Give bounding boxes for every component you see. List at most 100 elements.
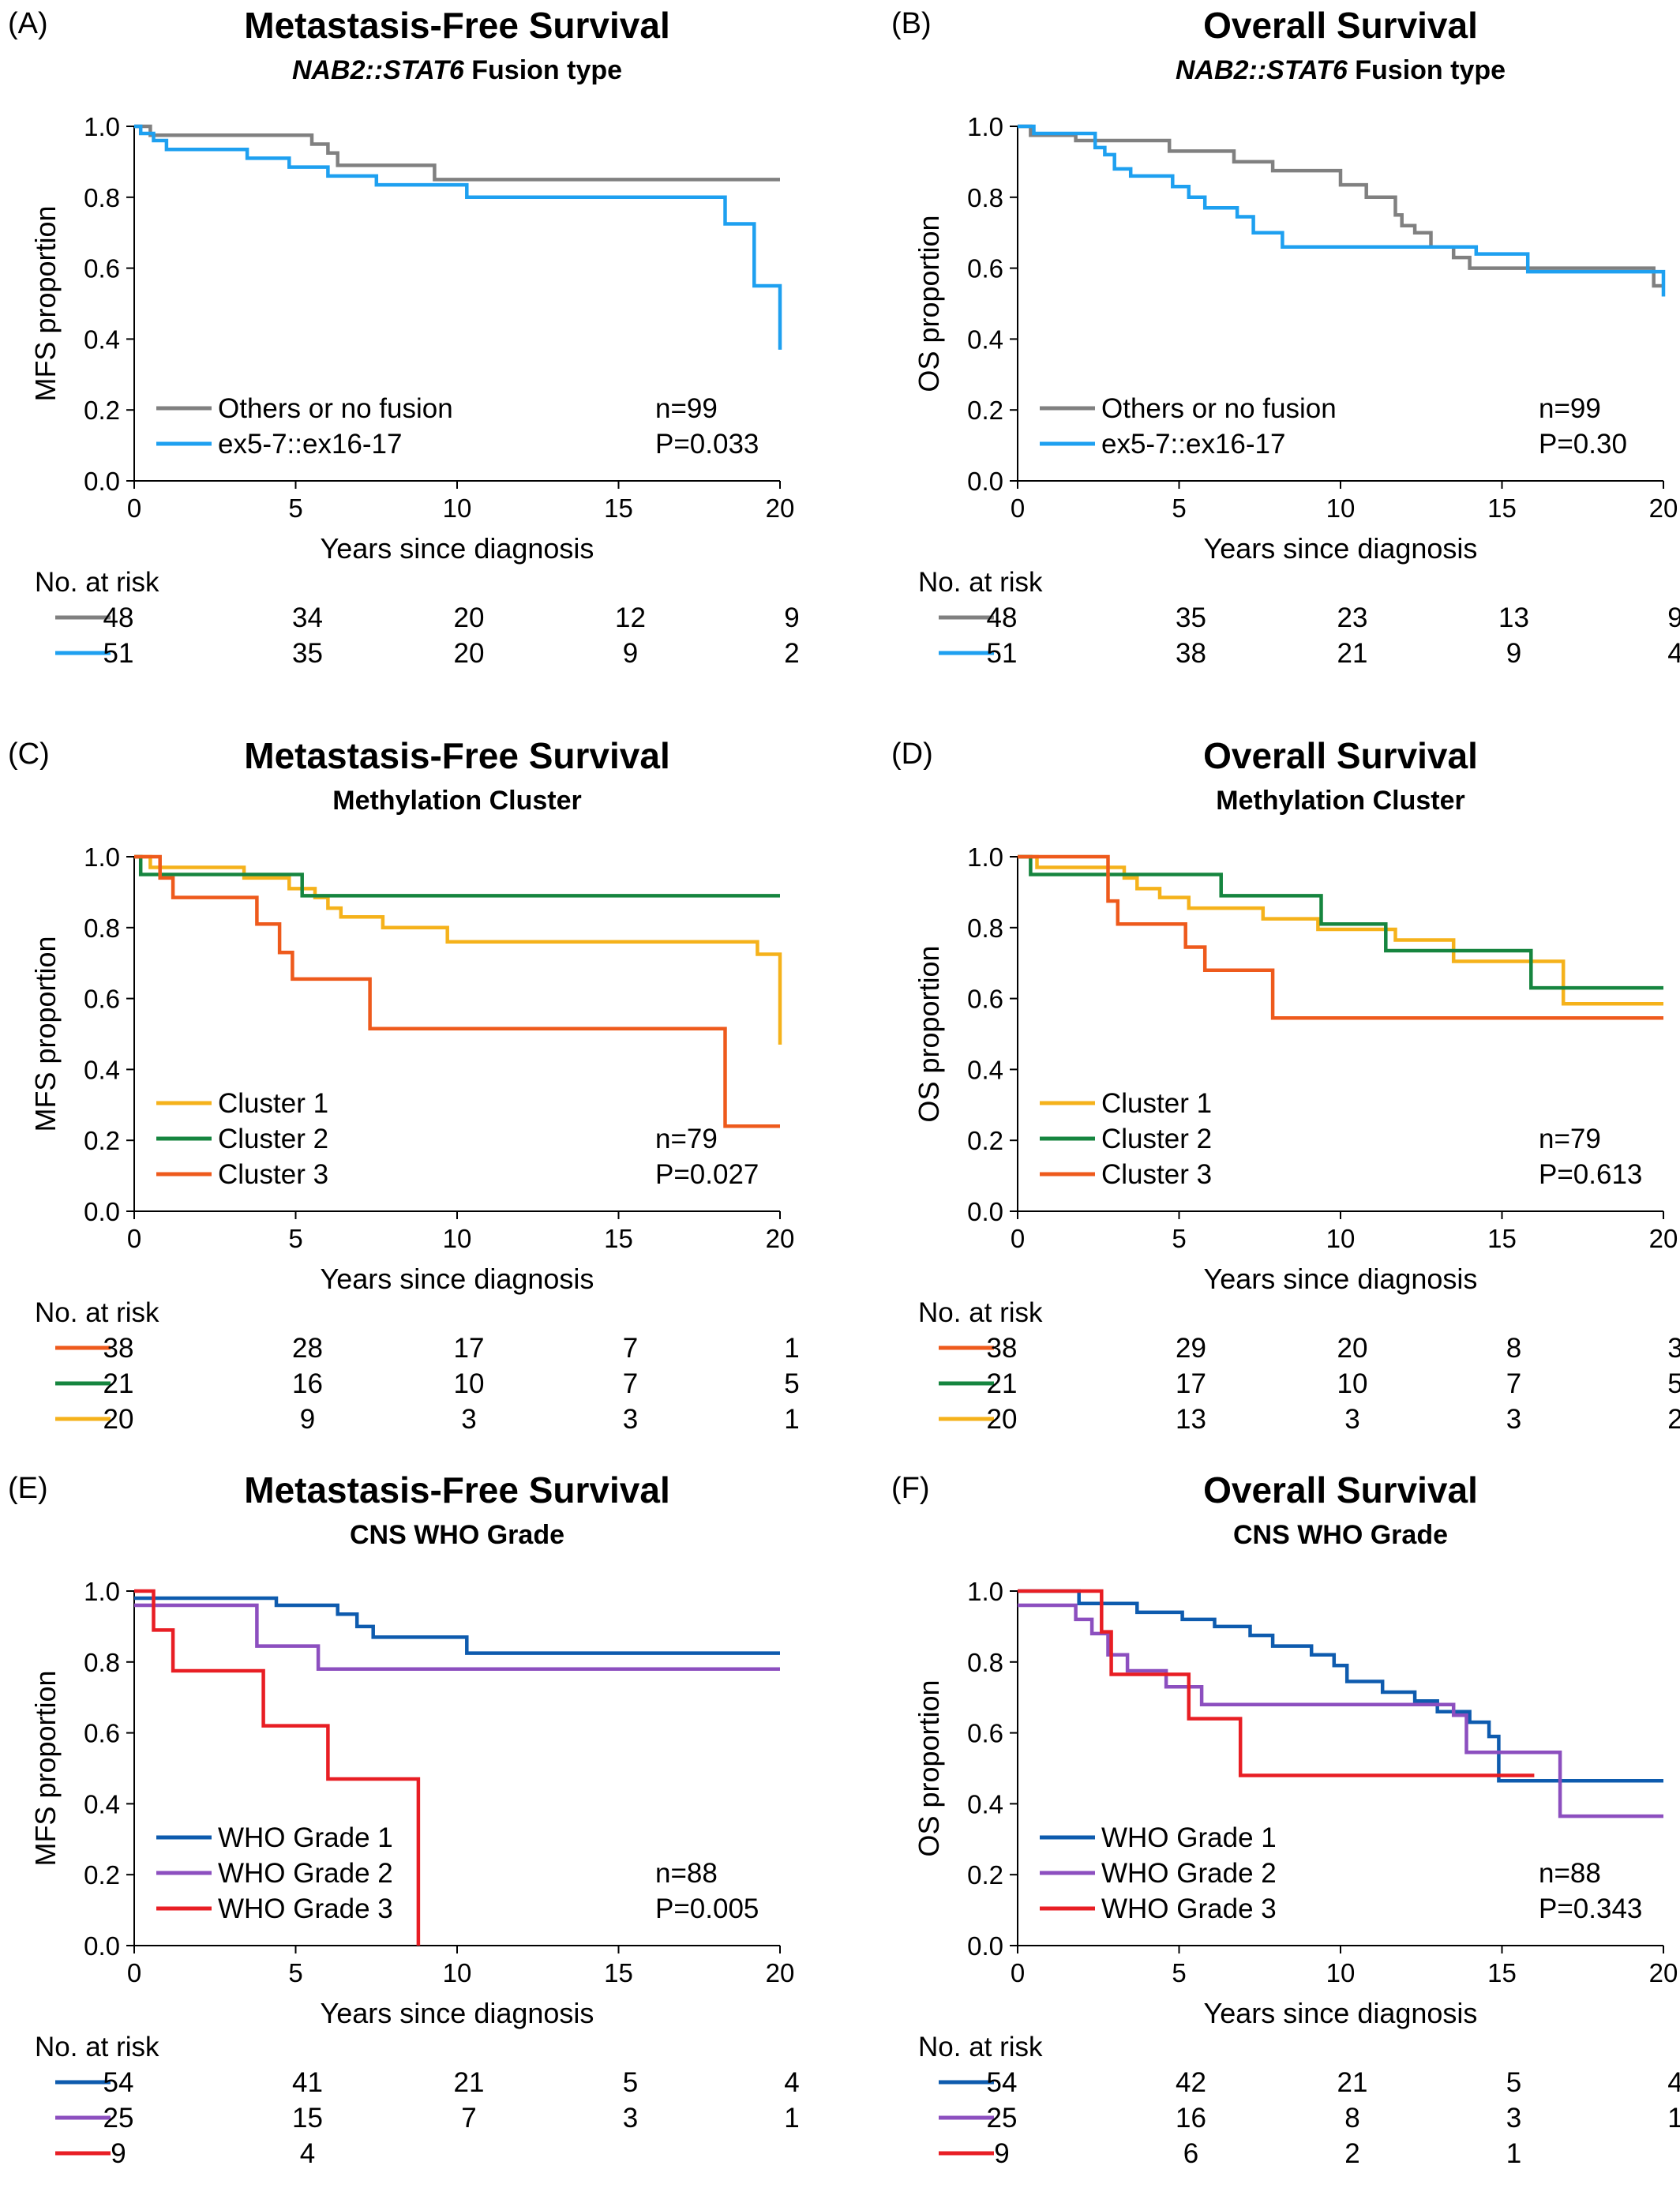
y-tick-label: 0.2 <box>84 1126 120 1155</box>
y-tick-label: 0.6 <box>967 254 1003 283</box>
y-tick-label: 0.8 <box>967 914 1003 943</box>
risk-count: 35 <box>1176 602 1206 633</box>
x-tick-label: 20 <box>1649 1958 1678 1987</box>
legend-label: Cluster 3 <box>218 1159 328 1190</box>
risk-table-title: No. at risk <box>918 567 1043 598</box>
km-panel: (F) Overall Survival CNS WHO Grade 0.0 0.2 0.… <box>891 1469 1680 2169</box>
risk-count: 9 <box>111 2138 126 2169</box>
risk-count: 9 <box>1667 602 1680 633</box>
y-tick-label: 0.6 <box>84 985 120 1014</box>
risk-count: 17 <box>454 1333 485 1364</box>
legend-label: Others or no fusion <box>218 393 453 424</box>
risk-count: 7 <box>1506 1368 1521 1399</box>
risk-count: 21 <box>103 1368 134 1399</box>
km-curve-3 <box>1018 1589 1535 1777</box>
legend-label: WHO Grade 3 <box>1101 1893 1277 1924</box>
chart-subtitle-text: Fusion type <box>464 55 622 85</box>
y-tick-label: 0.2 <box>84 1860 120 1890</box>
risk-count: 25 <box>103 2103 134 2134</box>
risk-count: 3 <box>1506 2103 1521 2134</box>
risk-count: 13 <box>1498 602 1529 633</box>
legend-label: ex5-7::ex16-17 <box>218 429 402 460</box>
y-axis-label: MFS proportion <box>29 1670 62 1866</box>
risk-count: 10 <box>1337 1368 1368 1399</box>
x-tick-label: 10 <box>443 1958 472 1987</box>
y-tick-label: 0.0 <box>84 467 120 496</box>
chart-subtitle: NAB2::STAT6 Fusion type <box>292 55 622 85</box>
y-tick-label: 1.0 <box>967 843 1003 872</box>
risk-count: 28 <box>292 1333 323 1364</box>
risk-count: 29 <box>1176 1333 1206 1364</box>
km-curve-2 <box>1018 1603 1663 1818</box>
risk-count: 51 <box>987 638 1018 669</box>
y-tick-label: 0.2 <box>967 1860 1003 1890</box>
legend-label: Cluster 2 <box>218 1124 328 1154</box>
km-curve-2 <box>1018 124 1666 297</box>
x-tick-label: 15 <box>604 1224 633 1253</box>
legend-label: WHO Grade 1 <box>218 1822 393 1853</box>
risk-count: 20 <box>103 1404 134 1435</box>
risk-count: 9 <box>994 2138 1009 2169</box>
risk-count: 15 <box>292 2103 323 2134</box>
risk-count: 20 <box>987 1404 1018 1435</box>
x-tick-label: 0 <box>1011 1224 1025 1253</box>
chart-title: Metastasis-Free Survival <box>244 1469 670 1511</box>
risk-count: 7 <box>461 2103 476 2134</box>
legend-label: Cluster 3 <box>1101 1159 1212 1190</box>
chart-title: Overall Survival <box>1203 735 1478 776</box>
y-tick-label: 1.0 <box>84 1577 120 1606</box>
risk-count: 48 <box>987 602 1018 633</box>
risk-count: 41 <box>292 2067 323 2098</box>
risk-count: 5 <box>623 2067 638 2098</box>
panel-letter: (D) <box>891 737 933 771</box>
y-tick-label: 0.0 <box>84 1931 120 1961</box>
risk-count: 20 <box>1337 1333 1368 1364</box>
risk-count: 21 <box>1337 638 1368 669</box>
risk-count: 3 <box>1667 1333 1680 1364</box>
chart-subtitle-text: CNS WHO Grade <box>1233 1520 1448 1550</box>
y-tick-label: 0.6 <box>84 254 120 283</box>
y-tick-label: 0.8 <box>84 183 120 212</box>
y-tick-label: 0.6 <box>967 985 1003 1014</box>
risk-table-title: No. at risk <box>35 2032 159 2062</box>
x-axis-label: Years since diagnosis <box>321 532 594 565</box>
risk-count: 5 <box>1506 2067 1521 2098</box>
y-tick-label: 0.8 <box>84 914 120 943</box>
y-axis-label: MFS proportion <box>29 205 62 401</box>
risk-count: 38 <box>1176 638 1206 669</box>
risk-count: 1 <box>784 1404 799 1435</box>
risk-count: 13 <box>1176 1404 1206 1435</box>
risk-table-title: No. at risk <box>918 2032 1043 2062</box>
y-tick-label: 0.2 <box>84 396 120 425</box>
risk-count: 42 <box>1176 2067 1206 2098</box>
risk-count: 8 <box>1506 1333 1521 1364</box>
risk-count: 12 <box>615 602 646 633</box>
x-tick-label: 15 <box>604 1958 633 1987</box>
risk-count: 16 <box>1176 2103 1206 2134</box>
risk-count: 9 <box>1506 638 1521 669</box>
km-curve-2 <box>134 124 782 350</box>
risk-count: 38 <box>103 1333 134 1364</box>
y-tick-label: 0.0 <box>84 1197 120 1226</box>
km-curve-1 <box>134 854 782 1045</box>
risk-count: 6 <box>1183 2138 1198 2169</box>
y-axis-label: OS proportion <box>913 945 945 1122</box>
risk-count: 21 <box>454 2067 485 2098</box>
risk-count: 8 <box>1344 2103 1359 2134</box>
chart-subtitle-italic: NAB2::STAT6 <box>1176 55 1348 85</box>
chart-subtitle: Methylation Cluster <box>332 786 581 816</box>
risk-count: 16 <box>292 1368 323 1399</box>
risk-count: 7 <box>623 1333 638 1364</box>
risk-count: 25 <box>987 2103 1018 2134</box>
chart-title: Metastasis-Free Survival <box>244 5 670 46</box>
p-value-label: P=0.613 <box>1539 1159 1642 1190</box>
y-tick-label: 1.0 <box>84 843 120 872</box>
panel-letter: (C) <box>8 737 50 771</box>
p-value-label: P=0.343 <box>1539 1893 1642 1924</box>
risk-count: 38 <box>987 1333 1018 1364</box>
legend-label: WHO Grade 2 <box>1101 1858 1277 1889</box>
chart-title: Metastasis-Free Survival <box>244 735 670 776</box>
chart-title: Overall Survival <box>1203 1469 1478 1511</box>
sample-size-label: n=99 <box>655 393 718 424</box>
